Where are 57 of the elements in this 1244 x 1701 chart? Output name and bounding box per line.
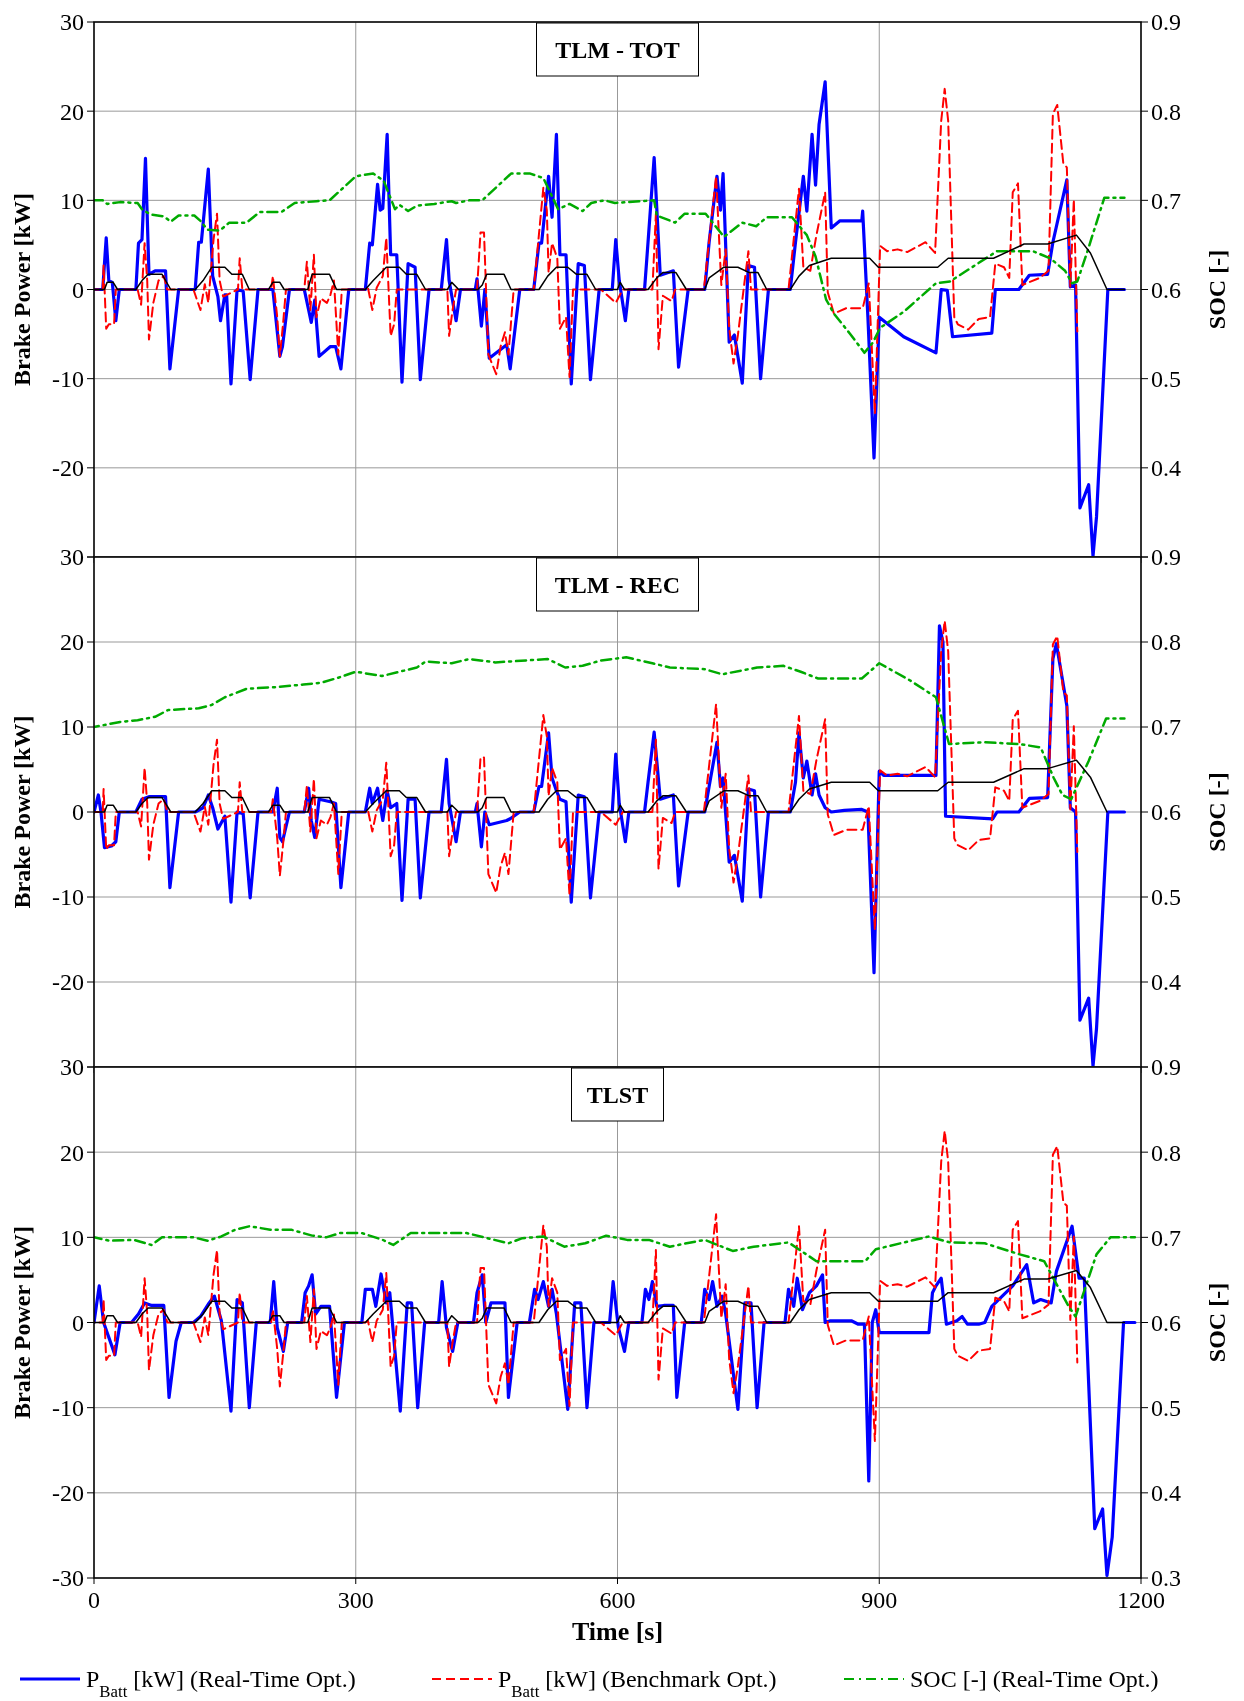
x-tick-label: 0 — [88, 1587, 100, 1613]
y2-tick-label: 0.5 — [1151, 366, 1181, 393]
legend-label: SOC [-] (Real-Time Opt.) — [910, 1666, 1159, 1692]
legend-label: P$_{Batt}$ [kW] (Benchmark Opt.) — [498, 1666, 777, 1701]
text: TLM - TOT — [555, 37, 680, 63]
y-tick-label: -20 — [52, 455, 84, 482]
y-tick-label: 20 — [60, 98, 84, 125]
y2-tick-label: 0.8 — [1151, 98, 1181, 125]
y2-axis-title: SOC [-] — [1204, 772, 1230, 852]
y2-tick-label: 0.9 — [1151, 544, 1181, 571]
y-axis-title: Brake Power [kW] — [9, 1226, 35, 1419]
y2-tick-label: 0.8 — [1151, 1139, 1181, 1166]
y-tick-label: -10 — [52, 1395, 84, 1422]
y-tick-label: -20 — [52, 969, 84, 996]
y2-tick-label: 0.4 — [1151, 969, 1181, 996]
y-axis-title: Brake Power [kW] — [9, 715, 35, 909]
y-tick-label: 0 — [72, 1309, 84, 1336]
y-tick-label: -10 — [52, 366, 84, 393]
y2-tick-label: 0.9 — [1151, 1054, 1181, 1081]
y-tick-label: 30 — [60, 9, 84, 36]
y-tick-label: 0 — [72, 799, 84, 826]
y-tick-label: 0 — [72, 276, 84, 303]
x-tick-label: 900 — [861, 1587, 898, 1613]
y-tick-label: -10 — [52, 884, 84, 911]
y2-tick-label: 0.5 — [1151, 1395, 1181, 1422]
y2-axis-title: SOC [-] — [1204, 1282, 1230, 1363]
y-tick-label: 10 — [60, 714, 84, 741]
x-tick-label: 300 — [337, 1587, 374, 1613]
y2-tick-label: 0.7 — [1151, 187, 1181, 214]
y2-tick-label: 0.8 — [1151, 629, 1181, 656]
y-tick-label: 20 — [60, 1139, 84, 1166]
y2-axis-title: SOC [-] — [1204, 249, 1230, 330]
y-tick-label: 30 — [60, 1054, 84, 1081]
y-axis-title: Brake Power [kW] — [9, 193, 35, 386]
y-tick-label: 20 — [60, 629, 84, 656]
y2-tick-label: 0.6 — [1151, 1309, 1181, 1336]
y2-tick-label: 0.9 — [1151, 9, 1181, 36]
y-tick-label: 30 — [60, 544, 84, 571]
y-tick-label: -20 — [52, 1480, 84, 1507]
legend-label: P$_{Batt}$ [kW] (Real-Time Opt.) — [86, 1666, 356, 1701]
y2-tick-label: 0.5 — [1151, 884, 1181, 911]
text: TLST — [586, 1082, 649, 1108]
y2-tick-label: 0.4 — [1151, 1480, 1181, 1507]
y2-tick-label: 0.6 — [1151, 799, 1181, 826]
y-tick-label: 10 — [60, 187, 84, 214]
y-tick-label: -30 — [52, 1565, 84, 1592]
x-tick-label: 600 — [599, 1587, 636, 1613]
text: TLM - REC — [554, 572, 681, 598]
y2-tick-label: 0.4 — [1151, 455, 1181, 482]
line-series — [94, 656, 1126, 801]
y2-tick-label: 0.6 — [1151, 276, 1181, 303]
line-series — [94, 1225, 1137, 1318]
y2-tick-label: 0.7 — [1151, 1224, 1181, 1251]
x-axis-title: Time [s] — [571, 1617, 664, 1646]
y2-tick-label: 0.7 — [1151, 714, 1181, 741]
line-series — [94, 87, 1079, 415]
y-tick-label: 10 — [60, 1224, 84, 1251]
